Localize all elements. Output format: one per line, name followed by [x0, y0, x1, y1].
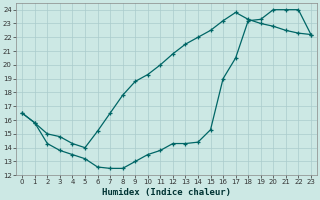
X-axis label: Humidex (Indice chaleur): Humidex (Indice chaleur)	[102, 188, 231, 197]
